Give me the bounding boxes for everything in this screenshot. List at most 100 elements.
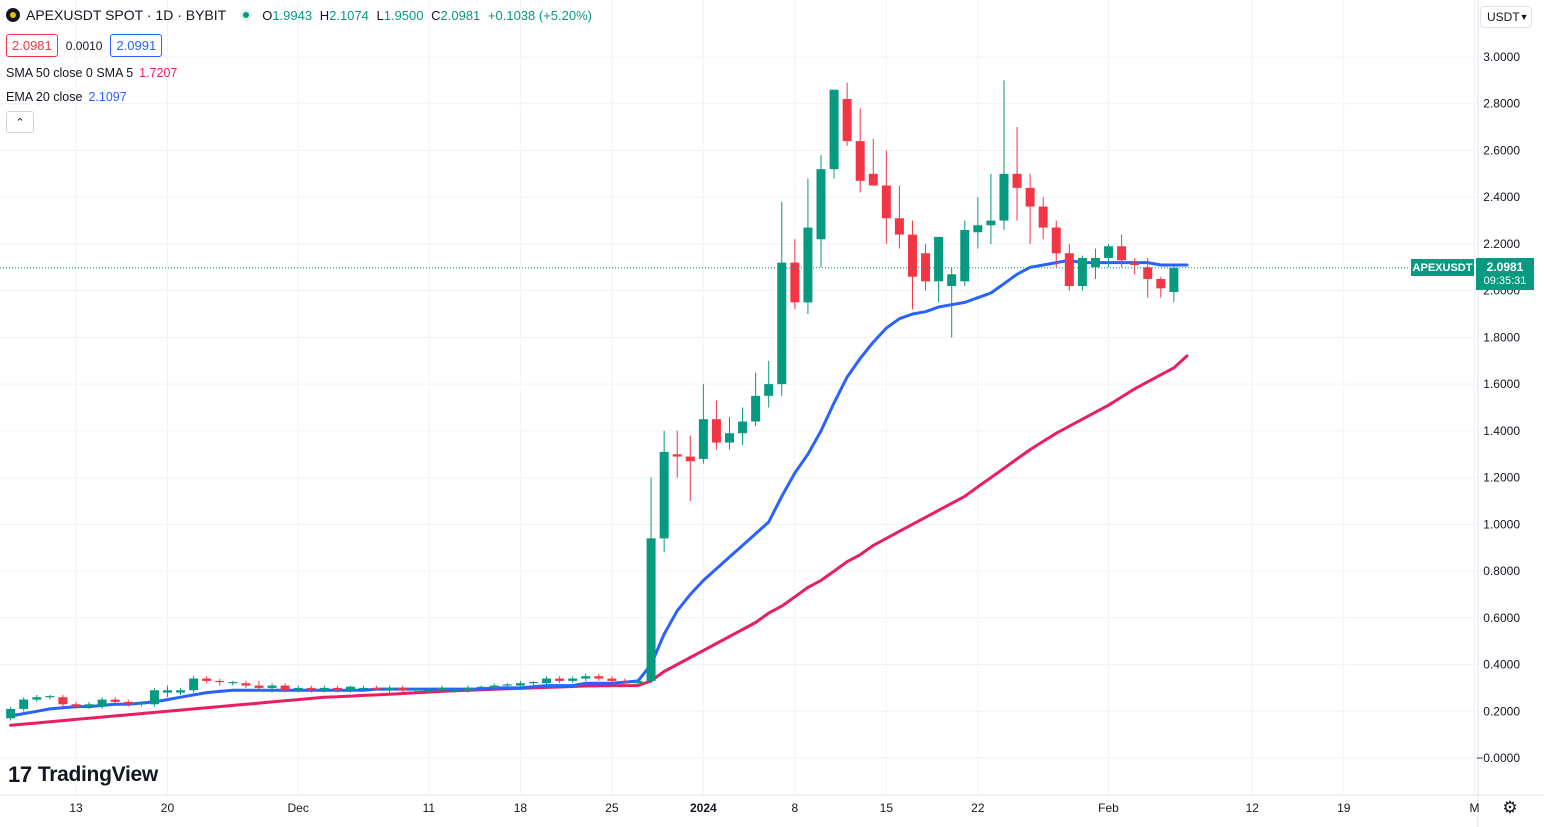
candle-up (437, 687, 447, 691)
buy-price-button[interactable]: 2.0991 (110, 34, 163, 57)
ema-legend-label: EMA 20 close (6, 90, 83, 104)
candle-up (502, 684, 512, 686)
sma-legend-label: SMA 50 close 0 SMA 5 (6, 66, 134, 80)
candle-down (921, 253, 931, 282)
candle-up (176, 690, 186, 693)
candle-up (999, 173, 1009, 221)
candle-up (738, 421, 748, 434)
candle-up (725, 433, 734, 443)
candle-up (1104, 246, 1114, 258)
sell-price-button[interactable]: 2.0981 (6, 34, 58, 57)
candle-up (84, 704, 94, 707)
time-tick-label: 18 (514, 801, 528, 815)
candle-down (202, 678, 212, 681)
candle-up (764, 384, 774, 396)
collapse-legend-button[interactable]: ⌃ (6, 111, 34, 133)
candle-up (646, 538, 656, 681)
candle-down (398, 687, 408, 691)
candle-down (241, 683, 251, 686)
candle-up (45, 696, 55, 698)
last-price-tag: 2.0981 09:35:31 (1476, 258, 1534, 290)
sma-line-path (9, 354, 1189, 727)
ema-line-path (9, 258, 1189, 718)
ema-legend[interactable]: EMA 20 close 2.1097 (6, 90, 127, 104)
last-price-value: 2.0981 (1486, 260, 1524, 274)
bar-countdown: 09:35:31 (1483, 275, 1527, 287)
candle-up (515, 683, 525, 686)
currency-selector[interactable]: USDT ▼ (1480, 6, 1532, 28)
close-label: C (431, 7, 441, 23)
candle-down (332, 687, 342, 691)
candle-up (359, 687, 369, 689)
price-tick-label: 1.6000 (1483, 377, 1520, 391)
time-tick-label: 20 (161, 801, 175, 815)
price-axis[interactable]: 3.00002.80002.60002.40002.20002.00001.80… (1476, 0, 1520, 827)
candle-up (960, 229, 970, 282)
price-tick-label: 2.4000 (1483, 190, 1520, 204)
candle-up (97, 699, 107, 707)
price-tick-label: 0.6000 (1483, 611, 1520, 625)
candle-down (58, 697, 68, 705)
candle-up (149, 690, 159, 705)
price-tick-label: 1.8000 (1483, 330, 1520, 344)
candle-up (1077, 257, 1087, 286)
time-tick-label: 2024 (690, 801, 717, 815)
time-tick-label: 22 (971, 801, 985, 815)
bybit-symbol-icon (6, 8, 20, 22)
high-label: H (319, 7, 330, 23)
candle-down (110, 699, 120, 702)
candle-up (293, 687, 303, 691)
candle-up (19, 699, 29, 709)
candle-down (1038, 206, 1048, 228)
time-axis[interactable]: 13 20 Dec 11 18 25 2024 8 15 22 Feb 12 19 M (0, 794, 1544, 815)
price-tick-label: 0.8000 (1483, 564, 1520, 578)
tradingview-mark-icon: 17 (8, 762, 32, 787)
ohlc-values: O1.9943 H2.1074 L1.9500 C2.0981 +0.1038 … (262, 8, 596, 23)
chevron-up-icon: ⌃ (15, 116, 25, 129)
candle-down (1130, 262, 1140, 265)
sma-line (9, 354, 1189, 727)
settings-gear-icon[interactable]: ⚙ (1502, 798, 1518, 817)
candle-down (711, 419, 721, 443)
symbol-title[interactable]: APEXUSDT SPOT · 1D · BYBIT (26, 7, 227, 23)
time-tick-label: 8 (792, 801, 799, 815)
candle-up (319, 687, 329, 691)
candle-down (1156, 278, 1166, 289)
open-label: O (262, 7, 273, 23)
chevron-down-icon: ▼ (1519, 12, 1529, 22)
candle-up (542, 678, 552, 684)
candle-up (829, 89, 839, 170)
candle-up (659, 451, 669, 539)
tradingview-wordmark: TradingView (37, 763, 158, 786)
time-tick-label: 12 (1246, 801, 1260, 815)
candle-up (698, 419, 708, 459)
candle-down (620, 680, 630, 683)
time-tick-label: Dec (288, 801, 309, 815)
candle-down (881, 185, 891, 219)
low-value: 1.9500 (383, 7, 424, 23)
candle-down (280, 685, 290, 691)
trade-prices: 2.0981 0.0010 2.0991 (6, 34, 163, 57)
candle-down (372, 687, 382, 690)
candle-up (947, 274, 957, 286)
candle-up (228, 682, 238, 684)
market-open-icon (240, 9, 253, 21)
candle-down (1051, 227, 1061, 254)
candle-down (1012, 173, 1022, 188)
candle-up (803, 227, 813, 303)
high-value: 2.1074 (329, 7, 369, 23)
chart-grid (0, 0, 1478, 795)
sma-legend[interactable]: SMA 50 close 0 SMA 5 1.7207 (6, 66, 177, 80)
candle-up (450, 690, 460, 692)
candle-down (842, 99, 852, 142)
candle-up (1090, 257, 1100, 268)
candle-up (345, 686, 355, 691)
ema-legend-value: 2.1097 (88, 90, 127, 104)
tradingview-logo[interactable]: 17 TradingView (8, 762, 158, 788)
candles (6, 80, 1179, 721)
price-tick-label: 2.6000 (1483, 143, 1520, 157)
price-tick-label: 2.8000 (1483, 97, 1520, 111)
candle-up (267, 685, 277, 688)
candle-down (1117, 246, 1127, 261)
